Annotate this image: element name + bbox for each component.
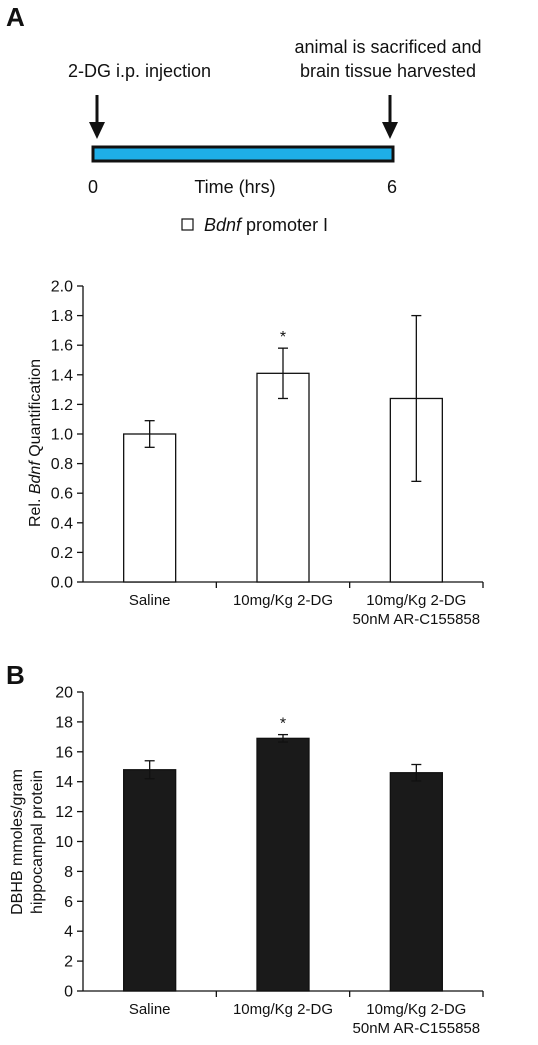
chart2-y-tick-label: 6 <box>64 894 73 911</box>
chart2-category-label: Saline <box>129 1001 171 1018</box>
chart1-category-label: 10mg/Kg 2-DG <box>366 592 466 609</box>
legend-label: Bdnf promoter I <box>204 215 328 235</box>
chart1-y-tick-label: 1.2 <box>51 397 73 414</box>
chart1-y-tick-label: 0.2 <box>51 545 73 562</box>
chart1-significance-marker: * <box>280 329 286 346</box>
chart2-error-bar <box>411 763 422 782</box>
chart2-y-tick-label: 2 <box>64 954 73 971</box>
chart1-y-tick-label: 2.0 <box>51 279 73 296</box>
chart1-y-tick-label: 1.8 <box>51 308 73 325</box>
chart2-error-bar <box>278 733 288 743</box>
timeline-start-text: 2-DG i.p. injection <box>68 61 211 81</box>
chart2-bar <box>389 772 443 992</box>
chart1-y-tick-label: 1.0 <box>51 427 73 444</box>
chart1-ylabel-italic: Bdnf <box>27 460 44 494</box>
chart1-y-tick-label: 0.8 <box>51 456 73 473</box>
chart1-ylabel-prefix: Rel. <box>27 494 44 527</box>
chart2-y-tick-label: 16 <box>55 744 73 761</box>
timeline-axis-label: Time (hrs) <box>194 177 275 197</box>
chart2-y-tick-label: 14 <box>55 774 73 791</box>
chart1-ylabel-suffix: Quantification <box>27 359 44 461</box>
panel-a-label: A <box>6 2 25 32</box>
chart2-y-tick-label: 10 <box>55 834 73 851</box>
chart2-category-label: 10mg/Kg 2-DG <box>233 1001 333 1018</box>
chart1-y-tick-label: 0.6 <box>51 486 73 503</box>
chart1-error-bar <box>144 420 155 448</box>
end-arrow-icon <box>382 95 398 139</box>
chart1-error-bar <box>411 314 422 483</box>
legend-italic: Bdnf <box>204 215 243 235</box>
chart2-category-label: 50nM AR-C155858 <box>353 1020 481 1037</box>
chart1-y-axis-label: Rel. Bdnf Quantification <box>27 359 44 527</box>
chart-dbhb: 0 2 4 6 8 10 12 14 16 18 20 Saline * 10mg/Kg 2-DG 10mg… <box>55 685 484 1037</box>
timeline-end-text-line1: animal is sacrificed and <box>294 37 481 57</box>
chart2-error-bar <box>144 760 155 780</box>
chart2-bar <box>256 737 310 992</box>
chart2-significance-marker: * <box>280 716 286 733</box>
start-arrow-icon <box>89 95 105 139</box>
chart2-y-tick-label: 18 <box>55 714 73 731</box>
chart2-y-tick-label: 8 <box>64 864 73 881</box>
legend-rest: promoter I <box>241 215 328 235</box>
chart1-bar <box>123 433 177 583</box>
chart-bdnf: 0.0 0.2 0.4 0.6 0.8 1.0 1.2 1.4 1.6 1.8 2.0 Saline *… <box>51 279 484 628</box>
timeline-end-tick: 6 <box>387 177 397 197</box>
chart1-category-label: 10mg/Kg 2-DG <box>233 592 333 609</box>
chart2-y-tick-label: 0 <box>64 984 73 1001</box>
chart1-y-tick-label: 0.0 <box>51 575 73 592</box>
chart1-y-tick-label: 1.4 <box>51 367 73 384</box>
chart1-category-label: 50nM AR-C155858 <box>353 611 481 628</box>
chart2-bar <box>123 769 177 992</box>
panel-b-label: B <box>6 660 25 690</box>
chart1-bar <box>256 372 310 583</box>
chart1-error-bar <box>278 347 288 400</box>
chart2-y-axis-label-line2: hippocampal protein <box>29 770 46 914</box>
timeline-end-text-line2: brain tissue harvested <box>300 61 476 81</box>
timeline-bar <box>91 145 395 163</box>
chart1-category-label: Saline <box>129 592 171 609</box>
chart2-y-tick-label: 4 <box>64 924 73 941</box>
timeline: 2-DG i.p. injection animal is sacrificed… <box>68 37 482 197</box>
legend: Bdnf promoter I <box>181 215 328 235</box>
chart2-y-axis-label-line1: DBHB mmoles/gram <box>9 769 26 915</box>
chart1-y-tick-label: 0.4 <box>51 515 73 532</box>
timeline-start-tick: 0 <box>88 177 98 197</box>
chart2-y-tick-label: 12 <box>55 804 73 821</box>
legend-swatch <box>181 218 194 231</box>
chart2-y-tick-label: 20 <box>55 685 73 702</box>
chart2-category-label: 10mg/Kg 2-DG <box>366 1001 466 1018</box>
chart1-y-tick-label: 1.6 <box>51 338 73 355</box>
